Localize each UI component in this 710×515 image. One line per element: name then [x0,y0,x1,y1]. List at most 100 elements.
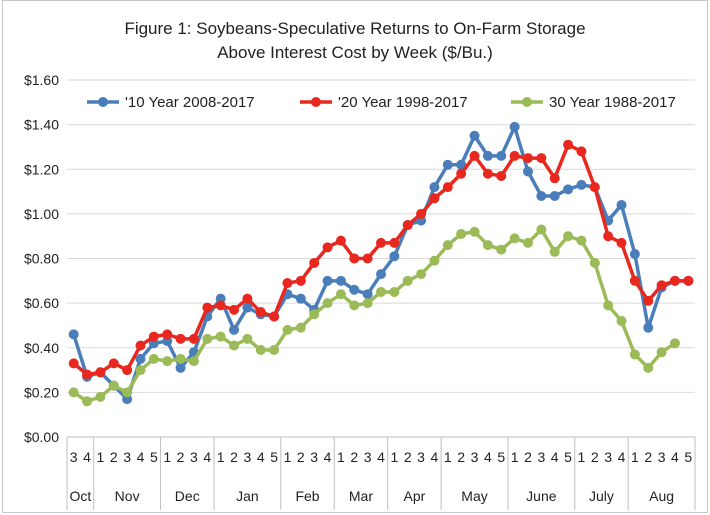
x-tick-label: 3 [123,449,131,465]
data-point [242,302,253,313]
data-point [242,293,253,304]
data-point [68,329,79,340]
data-point [175,353,186,364]
chart-title-line-1: Figure 1: Soybeans-Speculative Returns t… [124,19,585,38]
data-point [563,231,574,242]
data-point [135,340,146,351]
data-point [669,275,680,286]
data-point [95,367,106,378]
data-point [616,199,627,210]
data-point [456,168,467,179]
data-point [482,150,493,161]
data-point [335,275,346,286]
data-point [229,324,240,335]
data-point [362,298,373,309]
data-point [82,369,93,380]
legend-swatch-marker [311,97,321,107]
month-label: Jan [236,488,259,504]
month-label: Apr [404,488,426,504]
data-point [108,380,119,391]
chart-title-line-2: Above Interest Cost by Week ($/Bu.) [217,43,493,62]
data-point [376,286,386,297]
data-point [416,208,427,219]
data-point [295,322,306,333]
data-point [295,293,306,304]
y-tick-label: $1.20 [24,161,59,177]
data-point [188,356,199,367]
data-point [536,153,547,164]
data-point [509,150,520,161]
data-point [269,311,280,322]
data-point [322,298,333,309]
x-tick-label: 4 [137,449,145,465]
month-label: May [461,488,487,504]
data-point [202,333,213,344]
y-tick-label: $1.40 [24,117,59,133]
x-tick-label: 3 [471,449,479,465]
x-tick-label: 4 [671,449,679,465]
data-point [95,391,106,402]
x-tick-label: 3 [310,449,318,465]
x-tick-label: 2 [591,449,599,465]
x-tick-label: 5 [270,449,278,465]
x-tick-label: 3 [70,449,78,465]
data-point [429,193,440,204]
data-point [362,253,373,264]
x-tick-label: 5 [684,449,692,465]
data-point [643,362,654,373]
data-point [269,344,280,355]
data-point [576,235,587,246]
data-point [482,240,493,251]
data-point [389,251,400,262]
data-point [255,307,266,318]
data-point [322,242,333,253]
x-tick-label: 3 [243,449,251,465]
data-point [362,289,373,300]
data-point [402,275,413,286]
data-point [496,150,507,161]
data-point [229,304,240,315]
series-3 [68,224,680,407]
data-point [349,253,360,264]
x-tick-label: 3 [364,449,372,465]
data-point [295,275,306,286]
data-point [376,269,386,280]
x-tick-label: 2 [524,449,532,465]
data-point [229,340,240,351]
series-line [71,227,677,404]
data-point [496,170,507,181]
data-point [202,302,213,313]
data-point [282,324,293,335]
data-point [656,280,667,291]
data-point [148,353,159,364]
month-label: Mar [349,488,373,504]
data-point [108,358,119,369]
x-tick-label: 1 [578,449,586,465]
data-point [469,226,480,237]
data-point [322,275,333,286]
x-tick-label: 3 [658,449,666,465]
data-point [549,246,560,257]
legend-label: '20 Year 1998-2017 [338,94,468,111]
data-point [656,347,667,358]
data-point [509,121,520,132]
x-tick-label: 1 [444,449,452,465]
x-tick-label: 2 [297,449,305,465]
data-point [429,182,440,193]
x-tick-label: 3 [537,449,545,465]
y-tick-label: $0.00 [24,429,59,445]
x-tick-label: 2 [110,449,118,465]
data-point [402,220,413,231]
data-point [576,179,587,190]
data-point [175,362,186,373]
x-tick-label: 4 [377,449,385,465]
chart-title: Figure 1: Soybeans-Speculative Returns t… [124,19,585,62]
line-chart: Figure 1: Soybeans-Speculative Returns t… [24,19,696,510]
legend-item: '20 Year 1998-2017 [300,94,468,111]
data-point [549,173,560,184]
data-point [122,387,133,398]
data-point [589,182,600,193]
y-tick-label: $0.60 [24,295,59,311]
data-point [669,338,680,349]
